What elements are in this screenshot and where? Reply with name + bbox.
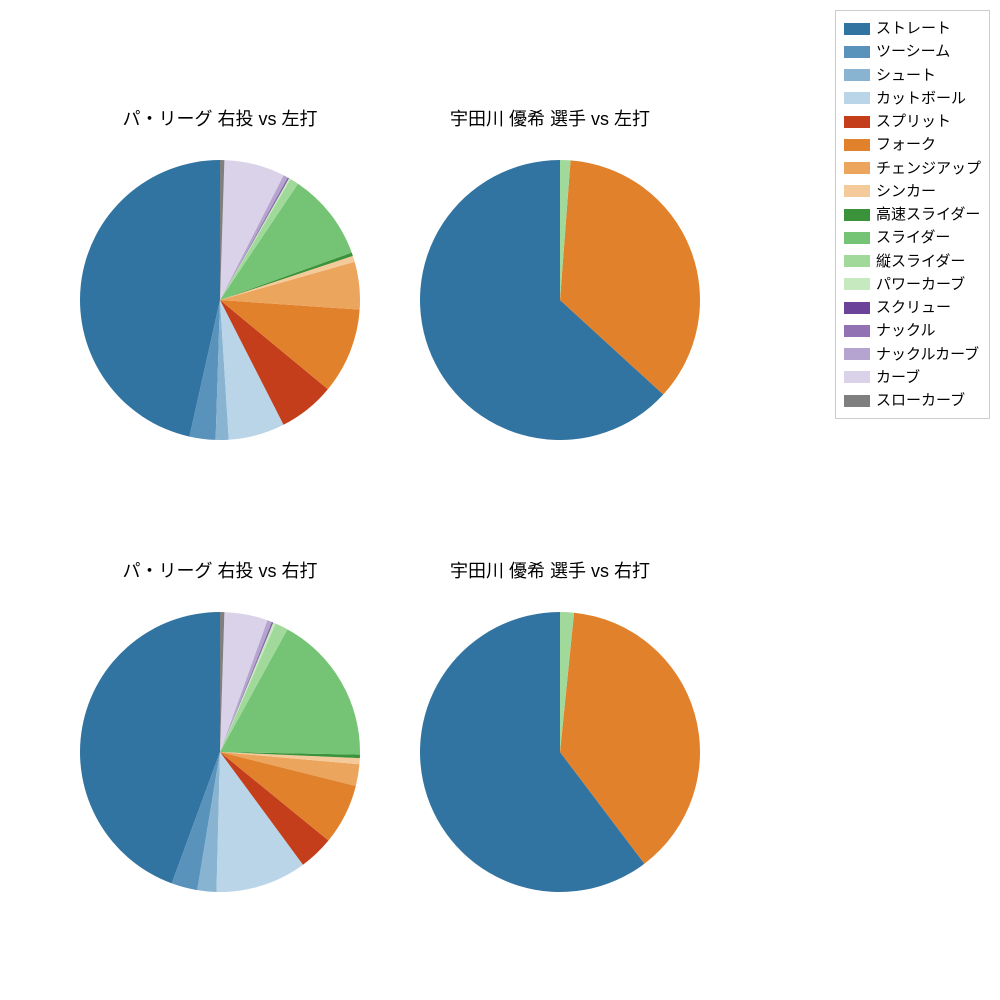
legend-swatch (844, 69, 870, 81)
legend-item: カーブ (844, 366, 981, 389)
pie-slice (220, 752, 360, 758)
legend-item: フォーク (844, 133, 981, 156)
pie-slice (220, 300, 328, 425)
legend-item: スクリュー (844, 296, 981, 319)
legend-swatch (844, 46, 870, 58)
legend-label: スプリット (876, 110, 951, 133)
pie-slice (220, 624, 287, 752)
pie-slice (220, 622, 276, 752)
pie-slice (560, 612, 574, 752)
pie-slice-label: 63.2 (463, 326, 492, 343)
legend-item: スローカーブ (844, 389, 981, 412)
pie-slice-label: 38.1 (626, 720, 655, 737)
pie-slice (197, 752, 220, 892)
legend-swatch (844, 371, 870, 383)
pie-slice (420, 160, 663, 440)
pie-slice (220, 752, 328, 865)
pie-slice-label: 9.9 (283, 323, 304, 340)
legend-swatch (844, 92, 870, 104)
legend-item: パワーカーブ (844, 273, 981, 296)
legend-item: 縦スライダー (844, 250, 981, 273)
legend-label: チェンジアップ (876, 157, 981, 180)
chart-title: パ・リーグ 右投 vs 右打 (70, 557, 370, 583)
legend-label: フォーク (876, 133, 936, 156)
pie-slice (220, 256, 355, 300)
legend-swatch (844, 278, 870, 290)
legend-swatch (844, 139, 870, 151)
pie-slice (216, 752, 303, 892)
pie-slice (220, 300, 284, 440)
legend-item: ストレート (844, 17, 981, 40)
chart-title: 宇田川 優希 選手 vs 左打 (400, 105, 700, 131)
legend-item: スプリット (844, 110, 981, 133)
pie-slice-label: 44.4 (117, 728, 146, 745)
pie-slice (220, 253, 353, 300)
pie-slice (220, 262, 360, 310)
legend-swatch (844, 302, 870, 314)
pie-slice-label: 60.3 (460, 771, 489, 788)
pie-slice-label: 10.1 (270, 238, 299, 255)
pie-slice (220, 622, 272, 752)
pie-slice-label: 17.3 (277, 700, 306, 717)
pie-slice (220, 752, 360, 764)
pie-slice (172, 752, 220, 890)
legend-label: 縦スライダー (876, 250, 965, 273)
legend-item: ツーシーム (844, 40, 981, 63)
pie-slice (80, 160, 220, 437)
legend-swatch (844, 162, 870, 174)
legend-item: シュート (844, 64, 981, 87)
legend-item: ナックル (844, 319, 981, 342)
legend-swatch (844, 255, 870, 267)
pie-slice (220, 622, 273, 752)
legend-label: ツーシーム (876, 40, 950, 63)
legend-item: ナックルカーブ (844, 343, 981, 366)
pie-slice (220, 612, 267, 752)
pie-slice (220, 612, 224, 752)
chart-title: 宇田川 優希 選手 vs 右打 (400, 557, 700, 583)
legend-swatch (844, 185, 870, 197)
legend-swatch (844, 209, 870, 221)
legend-swatch (844, 395, 870, 407)
pie-slice (220, 300, 360, 389)
legend-label: カットボール (876, 87, 966, 110)
pie-slice (80, 612, 220, 883)
legend-label: パワーカーブ (876, 273, 965, 296)
legend-swatch (844, 116, 870, 128)
legend-item: 高速スライダー (844, 203, 981, 226)
pie-slice (560, 160, 700, 394)
pie-slice (189, 300, 220, 440)
legend-label: シュート (876, 64, 936, 87)
legend-label: カーブ (876, 366, 920, 389)
chart-title: パ・リーグ 右投 vs 左打 (70, 105, 370, 131)
legend-item: チェンジアップ (844, 157, 981, 180)
legend-label: スクリュー (876, 296, 951, 319)
legend-item: スライダー (844, 226, 981, 249)
legend-label: スライダー (876, 226, 950, 249)
legend-swatch (844, 348, 870, 360)
legend-label: ストレート (876, 17, 951, 40)
legend-label: ナックル (876, 319, 936, 342)
legend-swatch (844, 325, 870, 337)
pie-slice (420, 612, 644, 892)
legend-label: スローカーブ (876, 389, 965, 412)
pie-slice (220, 160, 284, 300)
pie-slice-label: 10.5 (228, 826, 257, 843)
legend-label: シンカー (876, 180, 936, 203)
pie-slice (220, 620, 272, 752)
legend-label: ナックルカーブ (876, 343, 979, 366)
pie-slice (560, 613, 700, 864)
legend-label: 高速スライダー (876, 203, 980, 226)
pie-slice-label: 46.5 (116, 281, 145, 298)
pie-slice (220, 752, 359, 786)
legend-swatch (844, 23, 870, 35)
legend: ストレートツーシームシュートカットボールスプリットフォークチェンジアップシンカー… (835, 10, 990, 419)
pie-slice (216, 300, 229, 440)
pie-slice (560, 160, 571, 300)
pie-slice-label: 35.6 (623, 259, 652, 276)
legend-item: カットボール (844, 87, 981, 110)
legend-item: シンカー (844, 180, 981, 203)
legend-swatch (844, 232, 870, 244)
pie-slice (220, 629, 360, 754)
pie-slice (220, 160, 224, 300)
